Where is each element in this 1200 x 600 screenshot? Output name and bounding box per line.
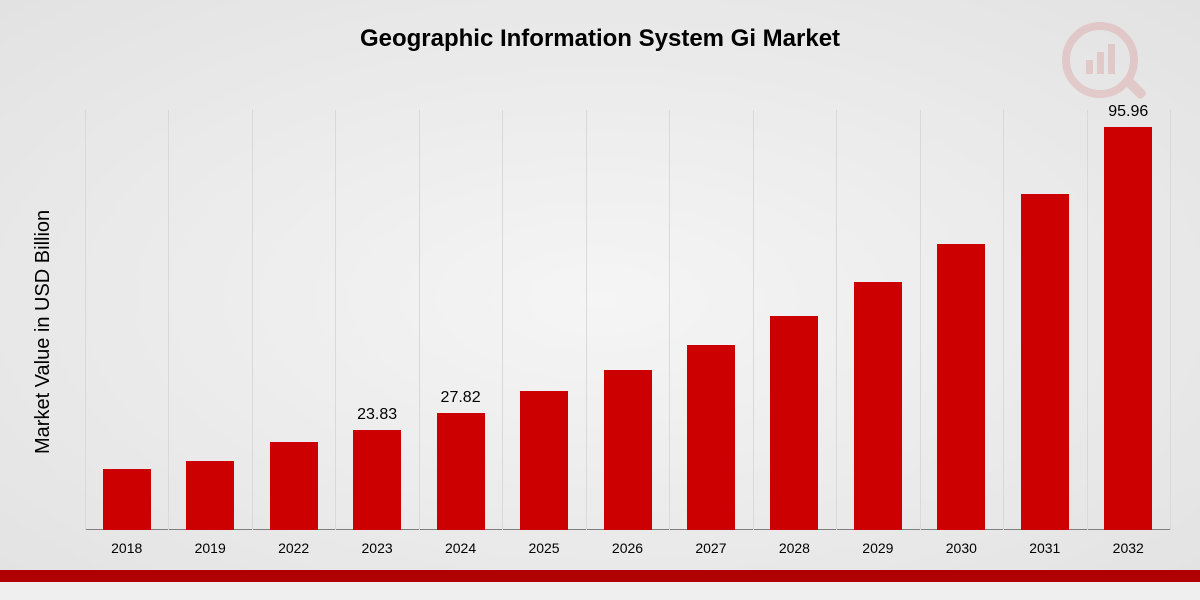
y-axis-label: Market Value in USD Billion (32, 210, 55, 454)
plot-area (85, 110, 1170, 530)
bar (437, 413, 485, 530)
chart-title: Geographic Information System Gi Market (0, 25, 1200, 53)
x-tick-label: 2030 (920, 540, 1003, 556)
x-tick-label: 2031 (1003, 540, 1086, 556)
grid-line (252, 110, 253, 530)
grid-line (753, 110, 754, 530)
bar (604, 370, 652, 530)
grid-line (335, 110, 336, 530)
bar (520, 391, 568, 530)
footer-ribbon-light (0, 582, 1200, 600)
x-tick-label: 2023 (335, 540, 418, 556)
x-tick-label: 2018 (85, 540, 168, 556)
bar (270, 442, 318, 530)
chart-stage: Geographic Information System Gi Market … (0, 0, 1200, 600)
footer-ribbon-dark (0, 570, 1200, 582)
grid-line (168, 110, 169, 530)
grid-line (669, 110, 670, 530)
grid-line (419, 110, 420, 530)
bar (937, 244, 985, 530)
x-tick-label: 2026 (586, 540, 669, 556)
bar (1021, 194, 1069, 530)
grid-line (836, 110, 837, 530)
grid-line (85, 110, 86, 530)
bar-value-label: 27.82 (419, 389, 502, 407)
bar (103, 469, 151, 530)
bar (854, 282, 902, 530)
watermark-logo-icon (1060, 20, 1150, 115)
grid-line (586, 110, 587, 530)
grid-line (1170, 110, 1171, 530)
x-tick-label: 2025 (502, 540, 585, 556)
x-tick-label: 2024 (419, 540, 502, 556)
grid-line (502, 110, 503, 530)
bar-value-label: 95.96 (1087, 103, 1170, 121)
x-tick-label: 2027 (669, 540, 752, 556)
bar (687, 345, 735, 530)
grid-line (920, 110, 921, 530)
x-tick-label: 2028 (753, 540, 836, 556)
x-tick-label: 2022 (252, 540, 335, 556)
bar (1104, 127, 1152, 530)
x-tick-label: 2019 (168, 540, 251, 556)
x-tick-label: 2032 (1087, 540, 1170, 556)
bar (353, 430, 401, 530)
x-tick-label: 2029 (836, 540, 919, 556)
bar (770, 316, 818, 530)
bar (186, 461, 234, 530)
bar-value-label: 23.83 (335, 406, 418, 424)
grid-line (1087, 110, 1088, 530)
grid-line (1003, 110, 1004, 530)
